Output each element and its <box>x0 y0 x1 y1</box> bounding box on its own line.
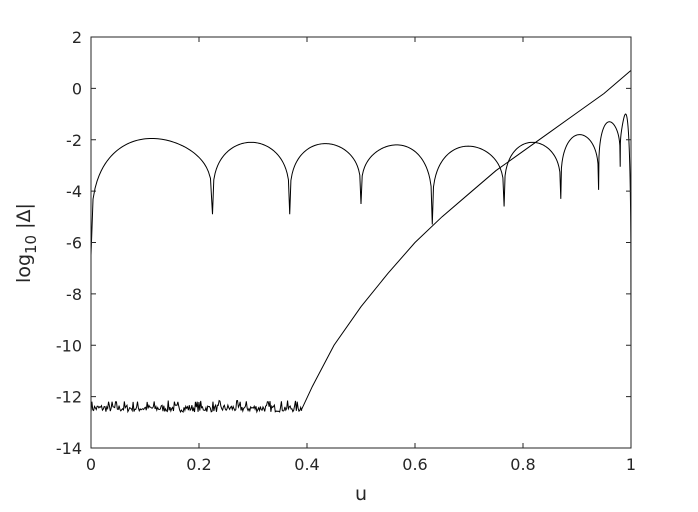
y-tick-label: -2 <box>66 131 82 150</box>
plot-area <box>91 37 631 448</box>
series-oscillating-line <box>90 113 632 359</box>
y-tick-label: -4 <box>66 182 82 201</box>
x-tick-label: 0 <box>86 455 96 474</box>
tick-labels: 0 0.2 0.4 0.6 0.8 1 2 0 -2 -4 -6 -8 -10 -12 -14 <box>56 28 636 474</box>
data-lines <box>90 70 632 414</box>
y-tick-label: -8 <box>66 285 82 304</box>
y-tick-label: -12 <box>56 388 82 407</box>
y-tick-label: 0 <box>72 79 82 98</box>
y-tick-label: -14 <box>56 439 82 458</box>
y-tick-label: 2 <box>72 28 82 47</box>
x-tick-label: 0.2 <box>186 455 211 474</box>
ticks <box>90 36 632 449</box>
x-tick-label: 1 <box>626 455 636 474</box>
y-axis-label: log10 |Δ| <box>13 203 40 283</box>
y-tick-label: -6 <box>66 234 82 253</box>
x-tick-label: 0.6 <box>402 455 427 474</box>
series-rising-line <box>90 70 632 414</box>
x-axis-label: u <box>355 483 367 505</box>
x-tick-label: 0.4 <box>294 455 319 474</box>
x-tick-label: 0.8 <box>510 455 535 474</box>
y-tick-label: -10 <box>56 336 82 355</box>
